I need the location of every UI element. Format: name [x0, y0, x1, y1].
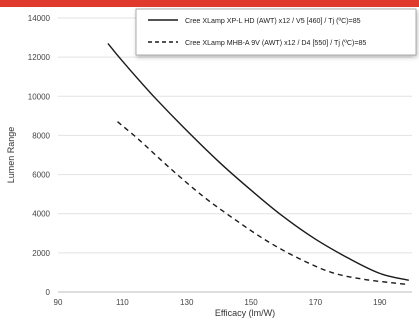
- x-tick-label: 190: [373, 298, 387, 307]
- legend: Cree XLamp XP-L HD (AWT) x12 / V5 [460] …: [135, 8, 417, 56]
- series-lines: [107, 42, 409, 286]
- y-tick-label: 2000: [32, 249, 50, 258]
- header-accent-bar: [0, 0, 419, 7]
- x-tick-label: 110: [116, 298, 129, 307]
- y-tick-label: 6000: [32, 171, 50, 180]
- legend-entry-xp-l-hd: Cree XLamp XP-L HD (AWT) x12 / V5 [460] …: [185, 17, 361, 25]
- y-tick-label: 12000: [28, 53, 51, 62]
- y-tick-label: 14000: [28, 14, 51, 23]
- y-tick-label: 4000: [32, 210, 50, 219]
- x-axis-label: Efficacy (lm/W): [215, 308, 275, 318]
- legend-box: [135, 8, 417, 56]
- x-tick-label: 90: [54, 298, 63, 307]
- y-tick-label: 8000: [32, 131, 50, 140]
- series-line-0: [107, 42, 409, 281]
- x-tick-label: 170: [309, 298, 323, 307]
- x-tick-label: 130: [180, 298, 194, 307]
- legend-entry-mhb-a: Cree XLamp MHB-A 9V (AWT) x12 / D4 [550]…: [185, 39, 366, 47]
- grid-lines: [58, 17, 412, 254]
- x-tick-label: 150: [244, 298, 258, 307]
- y-axis-label: Lumen Range: [6, 127, 16, 184]
- y-tick-label: 10000: [28, 92, 51, 101]
- series-line-1: [117, 121, 409, 286]
- tick-labels: 0 2000 4000 6000 8000 10000 12000 14000 90 110 130…: [28, 14, 387, 307]
- y-tick-label: 0: [46, 288, 51, 297]
